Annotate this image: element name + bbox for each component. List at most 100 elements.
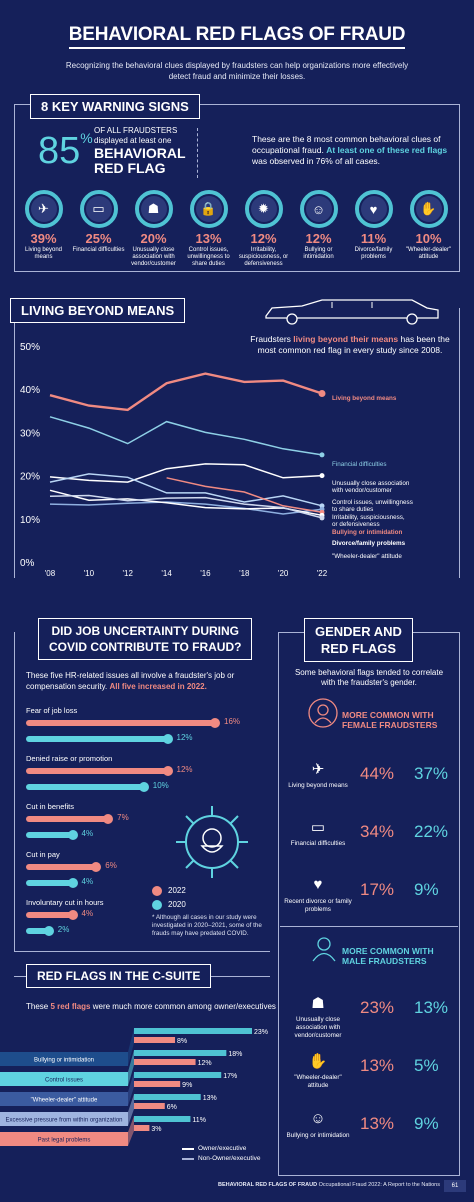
value-2020: 2% [57, 925, 70, 934]
covid-item-label: Denied raise or promotion [26, 754, 113, 763]
female-percent: 13% [360, 1114, 395, 1133]
bar-2020-end [67, 878, 78, 888]
series-label: Unusually close association with vendor/c… [331, 480, 410, 494]
x-tick-label: '10 [84, 569, 95, 578]
owner-value: 23% [254, 1029, 268, 1036]
page-number: 61 [444, 1180, 466, 1192]
csuite-label-box [0, 1072, 128, 1086]
non-owner-bar [134, 1059, 196, 1065]
warning-item-ring: ✋ [409, 190, 448, 228]
bar-2020-end [43, 926, 54, 936]
connector [128, 1072, 134, 1106]
csuite-label: Bullying or intimidation [34, 1058, 94, 1064]
connector [128, 1116, 134, 1146]
female-percent: 13% [360, 1056, 395, 1075]
warning-item-icon: ▭ [85, 196, 112, 222]
warning-description: These are the 8 most common behavioral c… [252, 134, 448, 166]
warning-item-icon: ✋ [415, 196, 442, 222]
bar-2020-end [138, 782, 149, 792]
csuite-heading: RED FLAGS IN THE C-SUITE [26, 964, 212, 988]
series-label: Bullying or intimidation [332, 529, 402, 536]
warning-item-percent: 11% [360, 231, 387, 246]
page-subtitle: Recognizing the behavioral clues display… [65, 61, 409, 81]
gender-row: ✈ Living beyond means 44% 37% [284, 758, 460, 814]
bar-2020 [26, 880, 74, 886]
gender-row-label: Unusually close association with vendor/… [294, 1016, 342, 1039]
line-chart: 0% 10% 20% 30% 40% 50% '08 '10 '12 '14 '16 '18 '20 '2… [20, 342, 413, 578]
non-owner-value: 8% [177, 1038, 187, 1045]
connector [128, 1050, 134, 1086]
footer-text: BEHAVIORAL RED FLAGS OF FRAUD Occupation… [217, 1182, 440, 1188]
gender-row-icon: ▭ [310, 819, 326, 836]
warning-item-percent: 12% [250, 231, 277, 246]
virus-icon [170, 800, 254, 889]
csuite-label: Excessive pressure from within organizat… [5, 1118, 122, 1124]
bar-2020-end [162, 734, 173, 744]
legend-2022-swatch [152, 886, 162, 896]
warning-item-percent: 12% [305, 231, 332, 246]
page-title: BEHAVIORAL RED FLAGS OF FRAUD [0, 24, 474, 49]
owner-value: 18% [228, 1051, 242, 1058]
covid-heading: DID JOB UNCERTAINTY DURING COVID CONTRIBU… [38, 618, 253, 660]
warning-item-percent: 10% [415, 231, 442, 246]
connector [128, 1094, 134, 1126]
owner-bar [134, 1116, 191, 1122]
warning-item-percent: 25% [85, 231, 112, 246]
warning-items: ✈ 39% Living beyond means ▭ 25% Financial dif… [16, 190, 458, 270]
y-tick-label: 0% [20, 558, 35, 569]
value-2022: 12% [176, 765, 193, 774]
non-owner-bar [134, 1125, 150, 1131]
covid-item-label: Cut in benefits [26, 802, 74, 811]
y-tick-label: 40% [20, 385, 40, 396]
gender-row-label: Bullying or intimidation [286, 1132, 350, 1139]
warning-item-icon: ☗ [140, 196, 167, 222]
divider [197, 128, 198, 178]
csuite-label: "Wheeler-dealer" attitude [31, 1098, 98, 1104]
warning-item: ☗ 20% Unusually close association with ven… [126, 190, 181, 270]
warning-item-percent: 13% [195, 231, 222, 246]
value-2020: 12% [176, 733, 193, 742]
y-tick-label: 10% [20, 515, 40, 526]
csuite-label-box [0, 1112, 128, 1126]
warning-item-ring: 🔒 [189, 190, 228, 228]
y-tick-label: 50% [20, 342, 40, 353]
owner-bar [134, 1050, 227, 1056]
x-tick-label: '22 [317, 569, 328, 578]
gender-description: Some behavioral flags tended to correlat… [294, 668, 444, 687]
series-line [49, 416, 323, 456]
bar-2020 [26, 832, 74, 838]
csuite-chart: 23% 8% Bullying or intimidation 18% 12% Contr… [0, 1028, 268, 1146]
warning-item: ☺ 12% Bullying or intimidation [291, 190, 346, 270]
warning-item: ▭ 25% Financial difficulties [71, 190, 126, 270]
y-tick-label: 20% [20, 472, 40, 483]
warning-item-label: Financial difficulties [72, 247, 125, 253]
female-percent: 23% [360, 998, 395, 1017]
warning-item-label: "Wheeler-dealer" attitude [405, 247, 452, 260]
warning-item-icon: 🔒 [195, 196, 222, 222]
warning-item-ring: ✹ [244, 190, 283, 228]
series-label: Control issues, unwillingness to share du… [332, 499, 413, 513]
value-2020: 10% [152, 781, 169, 790]
csuite-label-box [0, 1132, 128, 1146]
series-line [49, 372, 323, 412]
warning-item-ring: ✈ [24, 190, 63, 228]
gender-row: ☗ Unusually close association with vendor… [284, 992, 460, 1048]
csuite-description: These 5 red flags were much more common … [26, 1002, 276, 1011]
gender-row: ✋ "Wheeler-dealer" attitude 13% 5% [284, 1050, 460, 1106]
series-end-point [319, 473, 325, 479]
female-percent: 44% [360, 764, 395, 783]
series-line [166, 477, 323, 514]
gender-row-icon: ✈ [311, 761, 325, 778]
warning-item-ring: ☺ [299, 190, 338, 228]
gender-row: ▭ Financial difficulties 34% 22% [284, 816, 460, 872]
value-2022: 6% [105, 861, 117, 870]
warning-item-icon: ✈ [30, 196, 57, 222]
y-tick-label: 30% [20, 428, 40, 439]
bar-2020 [26, 784, 145, 790]
bar-2022 [26, 816, 110, 822]
owner-value: 13% [203, 1095, 217, 1102]
value-2022: 16% [224, 717, 241, 726]
x-tick-label: '12 [122, 569, 133, 578]
series-line [49, 473, 323, 507]
warning-item-ring: ▭ [79, 190, 118, 228]
